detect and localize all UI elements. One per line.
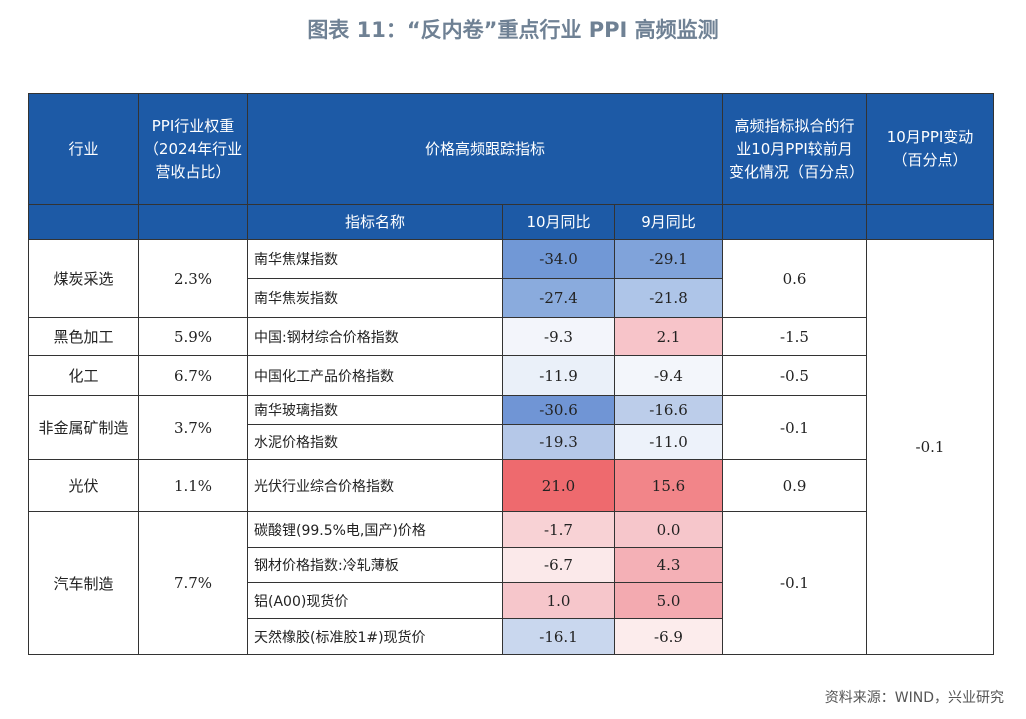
sep-yoy-cell: 2.1 <box>614 317 723 356</box>
table-row: 铝(A00)现货价 1.0 5.0 <box>29 582 994 619</box>
figure-title: 图表 11：“反内卷”重点行业 PPI 高频监测 <box>307 18 719 42</box>
industry-cell: 化工 <box>28 355 139 396</box>
fitted-change-cell: 0.6 <box>722 239 867 318</box>
sep-yoy-cell: -16.6 <box>614 395 723 425</box>
indicator-name-cell: 光伏行业综合价格指数 <box>247 459 503 512</box>
indicator-name-cell: 中国:钢材综合价格指数 <box>247 317 503 356</box>
weight-cell: 5.9% <box>138 317 248 356</box>
table-row: 汽车制造 7.7% 碳酸锂(99.5%电,国产)价格 -1.7 0.0 -0.1 <box>28 511 994 655</box>
header-oct-yoy: 10月同比 <box>502 204 615 240</box>
table-row: 水泥价格指数 -19.3 -11.0 <box>29 424 994 460</box>
indicator-name-cell: 南华焦煤指数 <box>247 239 503 279</box>
sep-yoy-cell: 5.0 <box>614 582 723 619</box>
table-row: 钢材价格指数:冷轧薄板 -6.7 4.3 <box>29 547 994 583</box>
weight-cell: 3.7% <box>138 395 248 460</box>
header-tracking: 价格高频跟踪指标 <box>247 93 723 205</box>
sep-yoy-cell: -6.9 <box>614 618 723 655</box>
oct-yoy-cell: -1.7 <box>502 511 615 548</box>
weight-cell: 2.3% <box>138 239 248 318</box>
fitted-change-cell: -1.5 <box>722 317 867 356</box>
indicator-name-cell: 中国化工产品价格指数 <box>247 355 503 396</box>
header-ppi-change: 10月PPI变动（百分点） <box>866 93 994 205</box>
sep-yoy-cell: 15.6 <box>614 459 723 512</box>
fitted-change-cell: -0.1 <box>722 511 867 655</box>
header-fitted: 高频指标拟合的行业10月PPI较前月变化情况（百分点） <box>722 93 867 205</box>
oct-yoy-cell: -11.9 <box>502 355 615 396</box>
table-row: 化工 6.7% 中国化工产品价格指数 -11.9 -9.4 -0.5 <box>28 355 994 396</box>
header-indicator-name: 指标名称 <box>247 204 503 240</box>
header-empty <box>138 204 248 240</box>
indicator-name-cell: 南华焦炭指数 <box>247 278 503 318</box>
fitted-change-cell: -0.5 <box>722 355 867 396</box>
oct-yoy-cell: -19.3 <box>502 424 615 460</box>
table-row: 南华焦炭指数 -27.4 -21.8 <box>29 278 994 318</box>
sep-yoy-cell: -11.0 <box>614 424 723 460</box>
ppi-monitor-table: 行业 PPI行业权重（2024年行业营收占比） 价格高频跟踪指标 高频指标拟合的… <box>28 93 994 655</box>
sep-yoy-cell: -9.4 <box>614 355 723 396</box>
table-row: 煤炭采选 2.3% 南华焦煤指数 -34.0 -29.1 0.6 -0.1 <box>28 239 994 655</box>
oct-yoy-cell: -16.1 <box>502 618 615 655</box>
header-industry: 行业 <box>28 93 139 205</box>
industry-cell: 黑色加工 <box>28 317 139 356</box>
sep-yoy-cell: 4.3 <box>614 547 723 583</box>
indicator-name-cell: 南华玻璃指数 <box>247 395 503 425</box>
oct-yoy-cell: -30.6 <box>502 395 615 425</box>
oct-yoy-cell: -27.4 <box>502 278 615 318</box>
indicator-name-cell: 钢材价格指数:冷轧薄板 <box>247 547 503 583</box>
header-sep-yoy: 9月同比 <box>614 204 723 240</box>
source-note: 资料来源：WIND，兴业研究 <box>824 690 1004 706</box>
indicator-name-cell: 天然橡胶(标准胶1#)现货价 <box>247 618 503 655</box>
table-row: 光伏 1.1% 光伏行业综合价格指数 21.0 15.6 0.9 <box>28 459 994 512</box>
sep-yoy-cell: -29.1 <box>614 239 723 279</box>
weight-cell: 1.1% <box>138 459 248 512</box>
oct-yoy-cell: -6.7 <box>502 547 615 583</box>
oct-yoy-cell: 1.0 <box>502 582 615 619</box>
indicator-name-cell: 水泥价格指数 <box>247 424 503 460</box>
sep-yoy-cell: -21.8 <box>614 278 723 318</box>
table-row: 非金属矿制造 3.7% 南华玻璃指数 -30.6 -16.6 -0.1 <box>28 395 994 460</box>
header-empty <box>722 204 867 240</box>
indicator-name-cell: 碳酸锂(99.5%电,国产)价格 <box>247 511 503 548</box>
weight-cell: 6.7% <box>138 355 248 396</box>
industry-cell: 光伏 <box>28 459 139 512</box>
industry-cell: 煤炭采选 <box>28 239 139 318</box>
ppi-change-cell: -0.1 <box>866 239 994 655</box>
oct-yoy-cell: -9.3 <box>502 317 615 356</box>
oct-yoy-cell: 21.0 <box>502 459 615 512</box>
sep-yoy-cell: 0.0 <box>614 511 723 548</box>
indicator-name-cell: 铝(A00)现货价 <box>247 582 503 619</box>
header-empty <box>28 204 139 240</box>
header-empty <box>866 204 994 240</box>
oct-yoy-cell: -34.0 <box>502 239 615 279</box>
table-row: 天然橡胶(标准胶1#)现货价 -16.1 -6.9 <box>29 618 994 655</box>
industry-cell: 汽车制造 <box>28 511 139 655</box>
header-weight: PPI行业权重（2024年行业营收占比） <box>138 93 248 205</box>
weight-cell: 7.7% <box>138 511 248 655</box>
fitted-change-cell: -0.1 <box>722 395 867 460</box>
industry-cell: 非金属矿制造 <box>28 395 139 460</box>
fitted-change-cell: 0.9 <box>722 459 867 512</box>
table-row: 黑色加工 5.9% 中国:钢材综合价格指数 -9.3 2.1 -1.5 <box>28 317 994 356</box>
